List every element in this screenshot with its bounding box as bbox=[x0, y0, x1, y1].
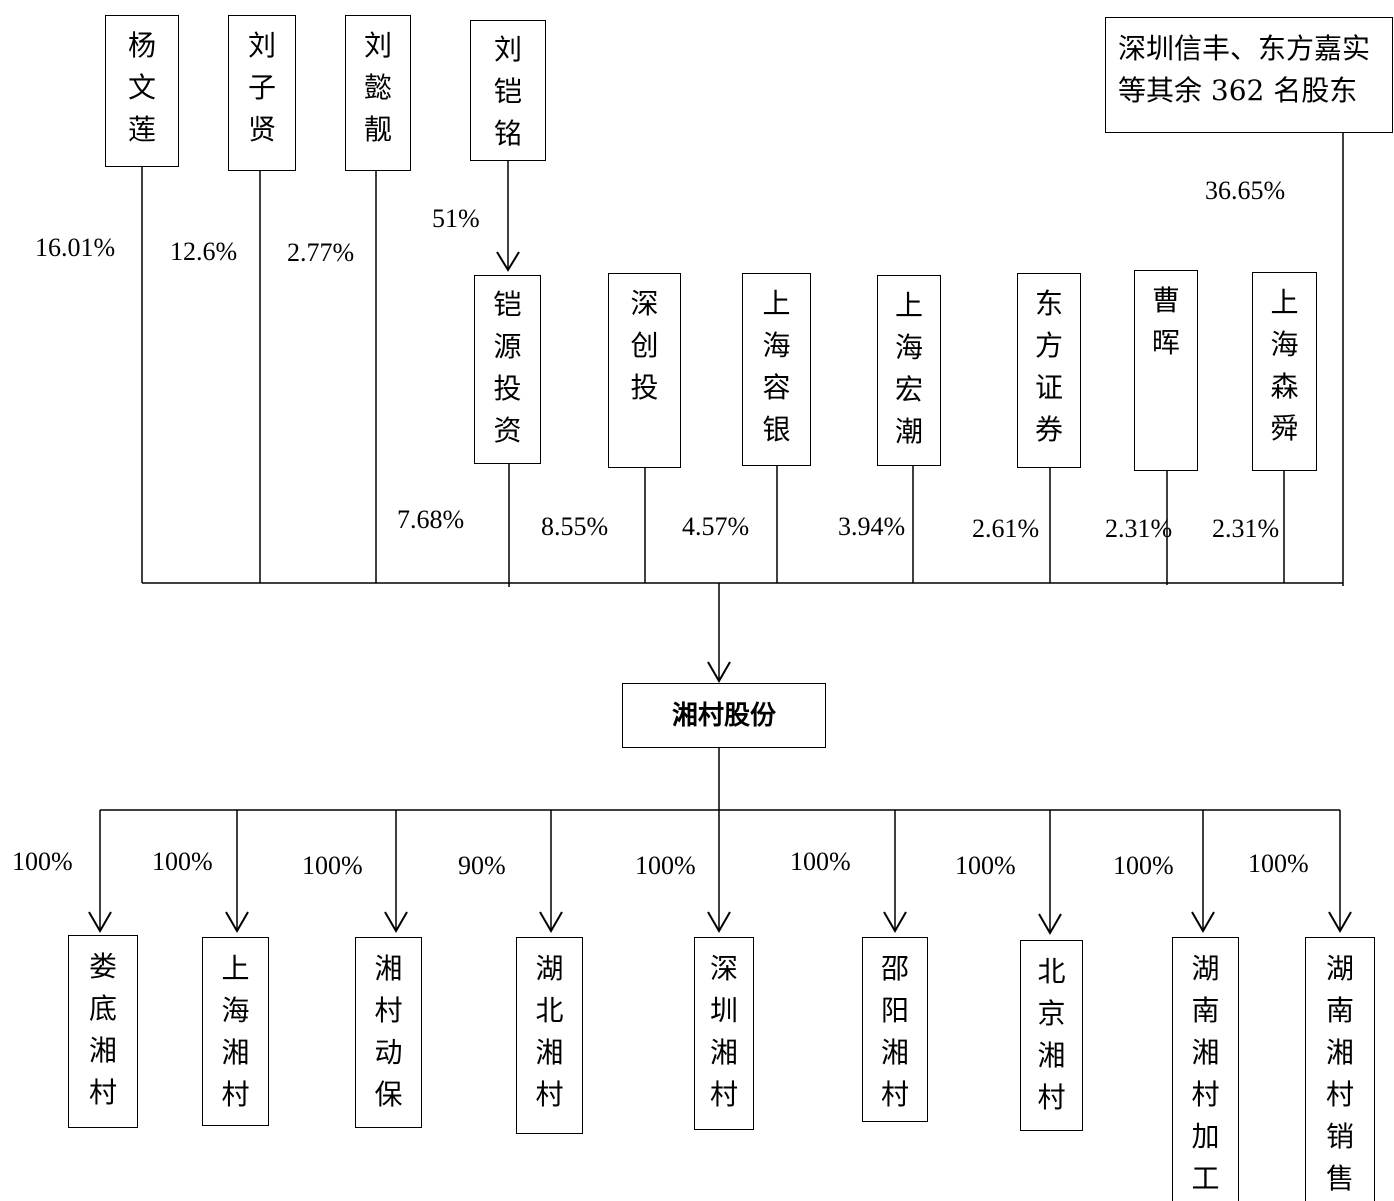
shareholder-name: 铠源投资 bbox=[493, 288, 522, 447]
stake-label-subsidiary-4: 90% bbox=[458, 851, 506, 880]
subsidiary-box-animal-health: 湘村动保 bbox=[355, 937, 422, 1128]
subsidiary-name: 湘村动保 bbox=[374, 952, 403, 1111]
arrowhead-subsidiary-3 bbox=[384, 911, 408, 933]
stake-label-shanghai-senshun: 2.31% bbox=[1212, 514, 1280, 543]
subsidiary-name: 深圳湘村 bbox=[710, 952, 739, 1111]
controller-name: 刘铠铭 bbox=[494, 33, 523, 150]
other-shareholders-line-2: 等其余 362 名股东 bbox=[1118, 74, 1358, 107]
arrowhead-subsidiary-4 bbox=[539, 911, 563, 933]
subsidiary-box-hubei: 湖北湘村 bbox=[516, 937, 583, 1134]
stake-label-other-shareholders: 36.65% bbox=[1205, 176, 1286, 205]
subsidiary-box-hunan-processing: 湖南湘村加工 bbox=[1172, 937, 1239, 1201]
stake-label-liu-yijing: 2.77% bbox=[287, 238, 355, 267]
arrowhead-subsidiary-9 bbox=[1328, 911, 1352, 933]
shareholder-box-shenchuangtou: 深创投 bbox=[608, 273, 681, 468]
shareholder-name: 杨文莲 bbox=[128, 29, 157, 146]
shareholder-box-liu-yijing: 刘懿靓 bbox=[345, 15, 411, 171]
arrowhead-subsidiary-8 bbox=[1191, 911, 1215, 933]
arrowhead-subsidiary-2 bbox=[225, 911, 249, 933]
shareholder-name: 刘懿靓 bbox=[364, 29, 393, 146]
shareholder-box-orient-securities: 东方证券 bbox=[1017, 273, 1081, 468]
arrowhead-company bbox=[707, 661, 731, 683]
subsidiary-name: 湖南湘村销售 bbox=[1326, 952, 1355, 1195]
subsidiary-box-shaoyang: 邵阳湘村 bbox=[862, 937, 928, 1122]
shareholder-box-cao-hui: 曹晖 bbox=[1134, 270, 1198, 471]
subsidiary-name: 邵阳湘村 bbox=[881, 952, 910, 1111]
arrowhead-subsidiary-6 bbox=[883, 911, 907, 933]
arrowhead-subsidiary-1 bbox=[88, 911, 112, 933]
stake-label-shenchuangtou: 8.55% bbox=[541, 512, 609, 541]
shareholder-box-liu-zixian: 刘子贤 bbox=[228, 15, 296, 171]
subsidiary-name: 湖北湘村 bbox=[535, 952, 564, 1111]
stake-label-shanghai-rongyin: 4.57% bbox=[682, 512, 750, 541]
stake-label-subsidiary-9: 100% bbox=[1248, 849, 1309, 878]
shareholder-name: 上海容银 bbox=[762, 287, 791, 446]
subsidiary-box-hunan-sales: 湖南湘村销售 bbox=[1305, 937, 1375, 1201]
stake-label-subsidiary-6: 100% bbox=[790, 847, 851, 876]
stake-label-yang-wenlian: 16.01% bbox=[35, 233, 116, 262]
shareholder-box-shanghai-hongchao: 上海宏潮 bbox=[877, 275, 941, 466]
stake-label-subsidiary-5: 100% bbox=[635, 851, 696, 880]
company-box: 湘村股份 bbox=[622, 683, 826, 748]
controller-box-liu-kaiming: 刘铠铭 bbox=[470, 20, 546, 161]
stake-label-orient-securities: 2.61% bbox=[972, 514, 1040, 543]
subsidiary-box-shenzhen: 深圳湘村 bbox=[694, 937, 754, 1130]
shareholder-box-shanghai-rongyin: 上海容银 bbox=[742, 273, 811, 466]
stake-label-subsidiary-2: 100% bbox=[152, 847, 213, 876]
arrowhead-subsidiary-5 bbox=[707, 911, 731, 933]
subsidiary-box-loudi: 娄底湘村 bbox=[68, 935, 138, 1128]
stake-label-subsidiary-3: 100% bbox=[302, 851, 363, 880]
shareholder-name: 深创投 bbox=[630, 287, 659, 404]
stake-label-controller: 51% bbox=[432, 204, 480, 233]
shareholder-name: 上海森舜 bbox=[1270, 286, 1299, 445]
subsidiary-name: 上海湘村 bbox=[221, 952, 250, 1111]
shareholder-box-shanghai-senshun: 上海森舜 bbox=[1252, 272, 1317, 471]
shareholder-box-yang-wenlian: 杨文莲 bbox=[105, 15, 179, 167]
stake-label-kaiyuan-investment: 7.68% bbox=[397, 505, 465, 534]
other-shareholders-box: 深圳信丰、东方嘉实 等其余 362 名股东 bbox=[1105, 17, 1393, 133]
stake-label-cao-hui: 2.31% bbox=[1105, 514, 1173, 543]
other-shareholders-line-1: 深圳信丰、东方嘉实 bbox=[1118, 32, 1371, 65]
arrowhead-controller bbox=[496, 251, 520, 272]
shareholder-name: 上海宏潮 bbox=[895, 289, 924, 448]
subsidiary-name: 娄底湘村 bbox=[89, 950, 118, 1109]
stake-label-subsidiary-1: 100% bbox=[12, 847, 73, 876]
subsidiary-box-shanghai: 上海湘村 bbox=[202, 937, 269, 1126]
company-name: 湘村股份 bbox=[671, 700, 776, 731]
stake-label-subsidiary-8: 100% bbox=[1113, 851, 1174, 880]
shareholder-name: 东方证券 bbox=[1035, 287, 1064, 446]
subsidiary-name: 北京湘村 bbox=[1037, 955, 1066, 1114]
subsidiary-box-beijing: 北京湘村 bbox=[1020, 940, 1083, 1131]
stake-label-shanghai-hongchao: 3.94% bbox=[838, 512, 906, 541]
stake-label-liu-zixian: 12.6% bbox=[170, 237, 238, 266]
arrowhead-subsidiary-7 bbox=[1038, 913, 1062, 935]
shareholder-box-kaiyuan-investment: 铠源投资 bbox=[474, 275, 541, 464]
subsidiary-name: 湖南湘村加工 bbox=[1191, 952, 1220, 1195]
shareholder-name: 刘子贤 bbox=[248, 29, 277, 146]
stake-label-subsidiary-7: 100% bbox=[955, 851, 1016, 880]
shareholder-name: 曹晖 bbox=[1152, 284, 1181, 359]
